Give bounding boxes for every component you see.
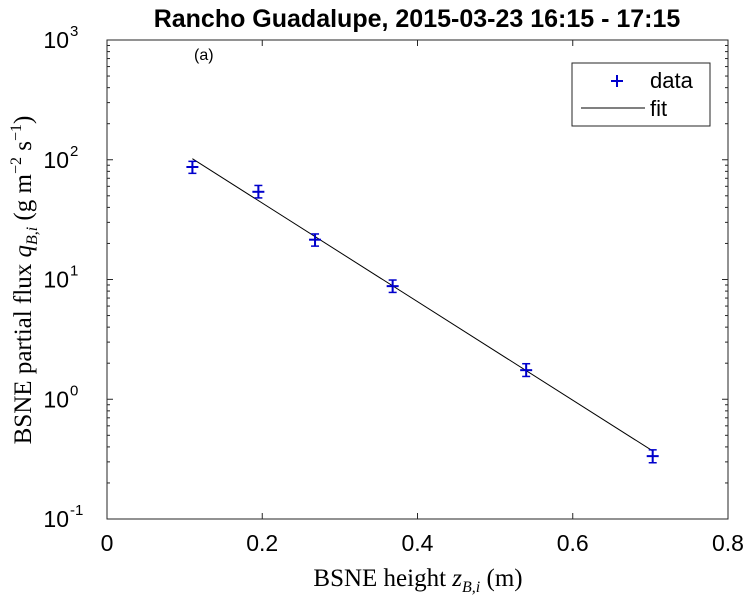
y-tick-label-2: 10 xyxy=(43,267,69,293)
data-point-5 xyxy=(646,449,659,464)
fit-series xyxy=(192,158,653,452)
legend-label-data: data xyxy=(650,68,694,93)
x-tick-label-3: 0.6 xyxy=(557,530,589,556)
data-point-1 xyxy=(252,184,265,199)
x-tick-label-0: 0 xyxy=(101,530,114,556)
y-tick-exponent-3: 2 xyxy=(70,143,78,160)
y-tick-label-0: 10 xyxy=(43,506,69,532)
legend-data-marker xyxy=(611,75,623,87)
data-point-0 xyxy=(186,160,199,175)
y-tick-label-4: 10 xyxy=(43,27,69,53)
panel-label: (a) xyxy=(194,47,214,64)
x-tick-label-4: 0.8 xyxy=(712,530,744,556)
fit-line xyxy=(192,158,653,452)
x-tick-label-1: 0.2 xyxy=(246,530,278,556)
y-tick-exponent-4: 3 xyxy=(70,23,78,40)
y-tick-label-1: 10 xyxy=(43,386,69,412)
data-point-3 xyxy=(386,279,399,294)
y-tick-exponent-0: -1 xyxy=(70,502,83,519)
x-axis-label: BSNE height zB,i (m) xyxy=(313,565,522,596)
legend-box xyxy=(571,62,711,127)
y-tick-label-3: 10 xyxy=(43,147,69,173)
data-point-4 xyxy=(520,362,533,378)
y-axis-label: BSNE partial flux qB,i (g m−2 s−1) xyxy=(8,116,41,445)
legend: data fit xyxy=(571,62,711,127)
y-tick-exponent-1: 0 xyxy=(70,382,78,399)
y-tick-exponent-2: 1 xyxy=(70,263,78,280)
legend-label-fit: fit xyxy=(650,96,667,121)
data-point-2 xyxy=(309,233,322,247)
data-series xyxy=(186,160,659,464)
chart-title: Rancho Guadalupe, 2015-03-23 16:15 - 17:… xyxy=(154,5,681,33)
x-tick-label-2: 0.4 xyxy=(402,530,434,556)
